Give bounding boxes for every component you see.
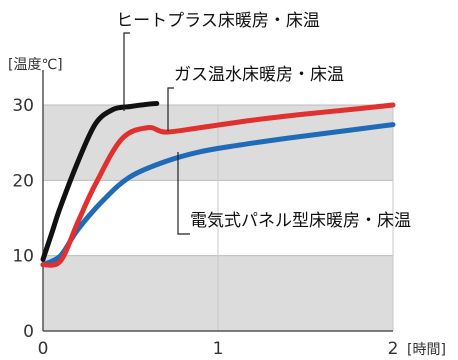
series-label: 電気式パネル型床暖房・床温 [190,211,411,231]
y-axis-label: [温度℃] [8,57,63,73]
series-label: ヒートプラス床暖房・床温 [116,11,320,31]
x-axis-label: [時間] [407,342,446,358]
y-tick-label: 30 [12,96,34,116]
y-tick-label: 10 [12,247,34,267]
series-label-leader [123,32,130,111]
x-tick-label: 1 [213,339,224,359]
series-lines [40,101,396,268]
x-tick-label: 0 [38,339,49,359]
axes [42,70,393,332]
tick-labels: 0 10 20 30 0 1 2 [温度℃] [時間] [8,57,446,359]
y-tick-label: 0 [23,322,34,342]
x-tick-label: 2 [388,339,399,359]
series-line-0 [40,101,160,262]
series-label-leader [177,152,190,235]
y-tick-label: 20 [12,171,34,191]
series-line-1 [40,102,396,268]
series-label-leader [167,87,174,131]
series-label: ガス温水床暖房・床温 [174,65,344,85]
